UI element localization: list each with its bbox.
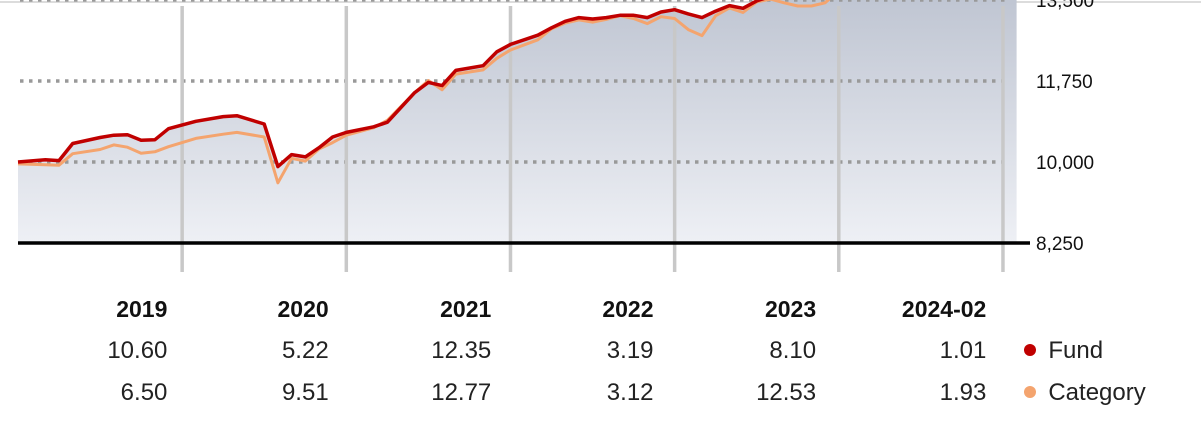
year-header: 2020 [277, 295, 329, 322]
year-header: 2019 [116, 295, 168, 322]
legend-category: Category [986, 372, 1201, 414]
legend-fund: Fund [986, 330, 1201, 372]
year-header: 2021 [440, 295, 492, 322]
category-returns-row: 6.50 9.51 12.77 3.12 12.53 1.93 Category [0, 372, 1201, 414]
y-tick-label: 13,500 [1036, 0, 1094, 12]
category-return-cell: 6.50 [120, 379, 168, 406]
years-header-row: 2019 2020 2021 2022 2023 2024-02 [0, 288, 1201, 330]
fund-return-cell: 8.10 [769, 337, 817, 364]
category-return-cell: 1.93 [939, 379, 987, 406]
year-header: 2024-02 [901, 295, 987, 322]
fund-return-cell: 10.60 [107, 337, 168, 364]
returns-table: 2019 2020 2021 2022 2023 2024-02 10.60 5… [0, 288, 1201, 414]
fund-return-cell: 5.22 [281, 337, 329, 364]
fund-line [17, 0, 765, 169]
fund-return-cell: 1.01 [939, 337, 987, 364]
category-line [17, 0, 831, 185]
fund-return-cell: 12.35 [431, 337, 492, 364]
year-header: 2022 [602, 295, 654, 322]
fund-area [18, 0, 1017, 243]
year-header: 2023 [764, 295, 817, 322]
category-legend-dot [1024, 385, 1037, 398]
category-return-cell: 12.77 [431, 379, 492, 406]
legend-category-label: Category [1048, 379, 1146, 406]
category-return-cell: 3.12 [606, 379, 654, 406]
y-tick-label: 10,000 [1036, 153, 1094, 174]
y-tick-label: 8,250 [1036, 234, 1084, 255]
legend-fund-label: Fund [1048, 337, 1104, 364]
fund-return-cell: 3.19 [606, 337, 654, 364]
y-tick-label: 11,750 [1036, 72, 1093, 93]
category-return-cell: 9.51 [281, 379, 329, 406]
fund-returns-row: 10.60 5.22 12.35 3.19 8.10 1.01 Fund [0, 330, 1201, 372]
fund-legend-dot [1024, 343, 1037, 356]
category-return-cell: 12.53 [756, 379, 817, 406]
